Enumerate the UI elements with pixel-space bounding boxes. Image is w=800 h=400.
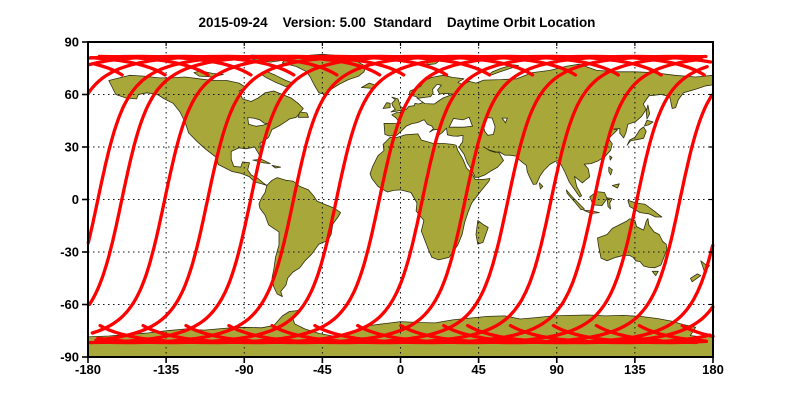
land-honshu (626, 126, 647, 146)
land-hokkaido (644, 119, 654, 127)
gridlines-layer (88, 42, 713, 357)
land-south-america (258, 177, 341, 297)
plot-title: 2015-09-24 Version: 5.00 Standard Daytim… (199, 15, 596, 30)
land-hispaniola (271, 165, 282, 169)
land-sulawesi (606, 197, 613, 210)
land-cuba (252, 158, 271, 164)
land-ireland (382, 102, 391, 109)
orbit-track-15 (86, 54, 715, 345)
land-luzon (608, 166, 613, 176)
y-tick-label: -90 (60, 350, 79, 365)
x-tick-label: 45 (471, 362, 485, 377)
lakes-layer (247, 83, 508, 136)
y-tick-label: 60 (65, 87, 79, 102)
x-tick-label: 90 (550, 362, 564, 377)
continents-layer (87, 53, 714, 358)
x-tick-label: -45 (313, 362, 332, 377)
x-tick-label: 135 (624, 362, 646, 377)
x-tick-label: 0 (397, 362, 404, 377)
y-tick-label: 30 (65, 140, 79, 155)
y-tick-label: -30 (60, 245, 79, 260)
orbit-tracks-layer (86, 54, 715, 345)
land-taiwan (609, 155, 613, 161)
x-tick-label: 180 (702, 362, 724, 377)
x-tick-label: -135 (153, 362, 179, 377)
orbit-track-4 (88, 54, 699, 345)
lake-black-sea (448, 116, 474, 128)
y-tick-label: 90 (65, 35, 79, 50)
land-sakhalin (645, 104, 650, 120)
land-nz-north (700, 260, 710, 272)
orbit-track-14 (86, 54, 714, 345)
orbit-track-5 (95, 54, 708, 345)
land-sumatra (565, 189, 585, 211)
orbit-track-7 (98, 54, 663, 345)
y-tick-label: 0 (72, 192, 79, 207)
land-eurasia (383, 63, 714, 198)
land-nz-south (690, 273, 702, 283)
lake-aral-sea (501, 117, 508, 124)
land-newfoundland (297, 111, 309, 118)
x-tick-label: -90 (235, 362, 254, 377)
land-uk (390, 96, 404, 113)
land-sri-lanka (539, 182, 544, 190)
land-greenland (282, 53, 367, 95)
axis-layer: -180 -135 -90 -45 0 45 90 135 180 90 60 30 0 -30 -60 -9… (60, 35, 724, 378)
orbit-track-9 (92, 54, 713, 345)
orbit-track-8 (141, 54, 706, 345)
lake-baltic-sea (416, 83, 454, 105)
land-mindanao (611, 183, 620, 189)
x-tick-label: -180 (75, 362, 101, 377)
y-tick-label: -60 (60, 297, 79, 312)
land-madagascar (475, 220, 489, 245)
land-tasmania (651, 270, 659, 276)
orbit-track-6 (96, 54, 715, 345)
